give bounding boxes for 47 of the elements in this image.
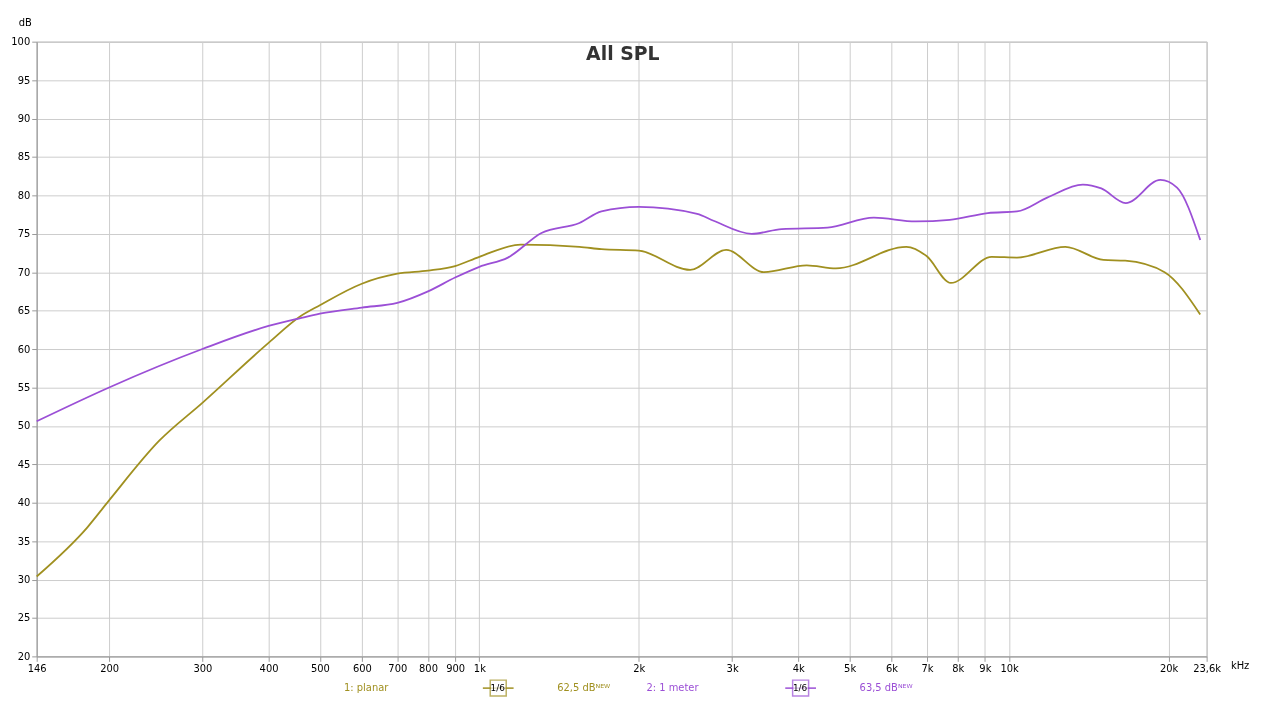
x-tick-label: 200 xyxy=(100,662,120,674)
text: 62,5 dBᴺᴱᵂ xyxy=(557,682,611,694)
y-tick-label: 25 xyxy=(17,612,31,624)
y-axis-title: dB xyxy=(18,17,33,29)
x-tick-label: 500 xyxy=(310,662,330,674)
text: 2: 1 meter xyxy=(646,682,700,694)
text: 63,5 dBᴺᴱᵂ xyxy=(859,682,913,694)
x-tick-label: 8k xyxy=(952,662,965,674)
y-tick-label: 50 xyxy=(17,420,31,432)
x-tick-label: 20k xyxy=(1159,662,1179,674)
text: 1/6 xyxy=(792,683,808,694)
y-tick-label: 70 xyxy=(17,266,31,278)
x-tick-label: 6k xyxy=(886,662,899,674)
y-tick-label: 45 xyxy=(17,458,31,470)
y-tick-label: 75 xyxy=(17,228,31,240)
x-tick-label: 1k xyxy=(473,662,487,674)
x-tick-label: 600 xyxy=(352,662,372,674)
y-tick-label: 65 xyxy=(17,305,31,317)
text: 1/6 xyxy=(490,683,506,694)
y-tick-label: 85 xyxy=(17,151,31,163)
y-tick-label: 20 xyxy=(17,650,31,662)
x-tick-label: 4k xyxy=(792,662,806,674)
x-tick-label: 10k xyxy=(1000,662,1020,674)
x-tick-label: 23,6k xyxy=(1193,662,1222,674)
y-tick-label: 55 xyxy=(17,381,31,393)
y-tick-label: 95 xyxy=(17,74,31,86)
x-tick-label: 5k xyxy=(844,662,857,674)
x-tick-label: 400 xyxy=(259,662,279,674)
x-tick-label: 300 xyxy=(193,662,213,674)
x-tick-label: 9k xyxy=(979,662,992,674)
x-tick-label: 900 xyxy=(446,662,466,674)
y-tick-label: 30 xyxy=(17,574,31,586)
x-tick-label: 2k xyxy=(633,662,646,674)
y-tick-label: 90 xyxy=(17,112,31,124)
x-tick-label: 146 xyxy=(27,662,47,674)
x-tick-label: 700 xyxy=(388,662,408,674)
y-tick-label: 80 xyxy=(17,189,31,201)
x-tick-label: 800 xyxy=(419,662,438,674)
x-tick-label: 3k xyxy=(726,662,739,674)
chart-title: All SPL xyxy=(586,42,660,64)
text: 1: planar xyxy=(344,682,390,694)
y-tick-label: 60 xyxy=(17,343,31,355)
y-tick-label: 100 xyxy=(11,36,31,48)
x-axis-title: kHz xyxy=(1230,659,1250,671)
y-tick-label: 35 xyxy=(17,535,31,547)
y-tick-label: 40 xyxy=(17,497,31,509)
x-tick-label: 7k xyxy=(921,662,934,674)
